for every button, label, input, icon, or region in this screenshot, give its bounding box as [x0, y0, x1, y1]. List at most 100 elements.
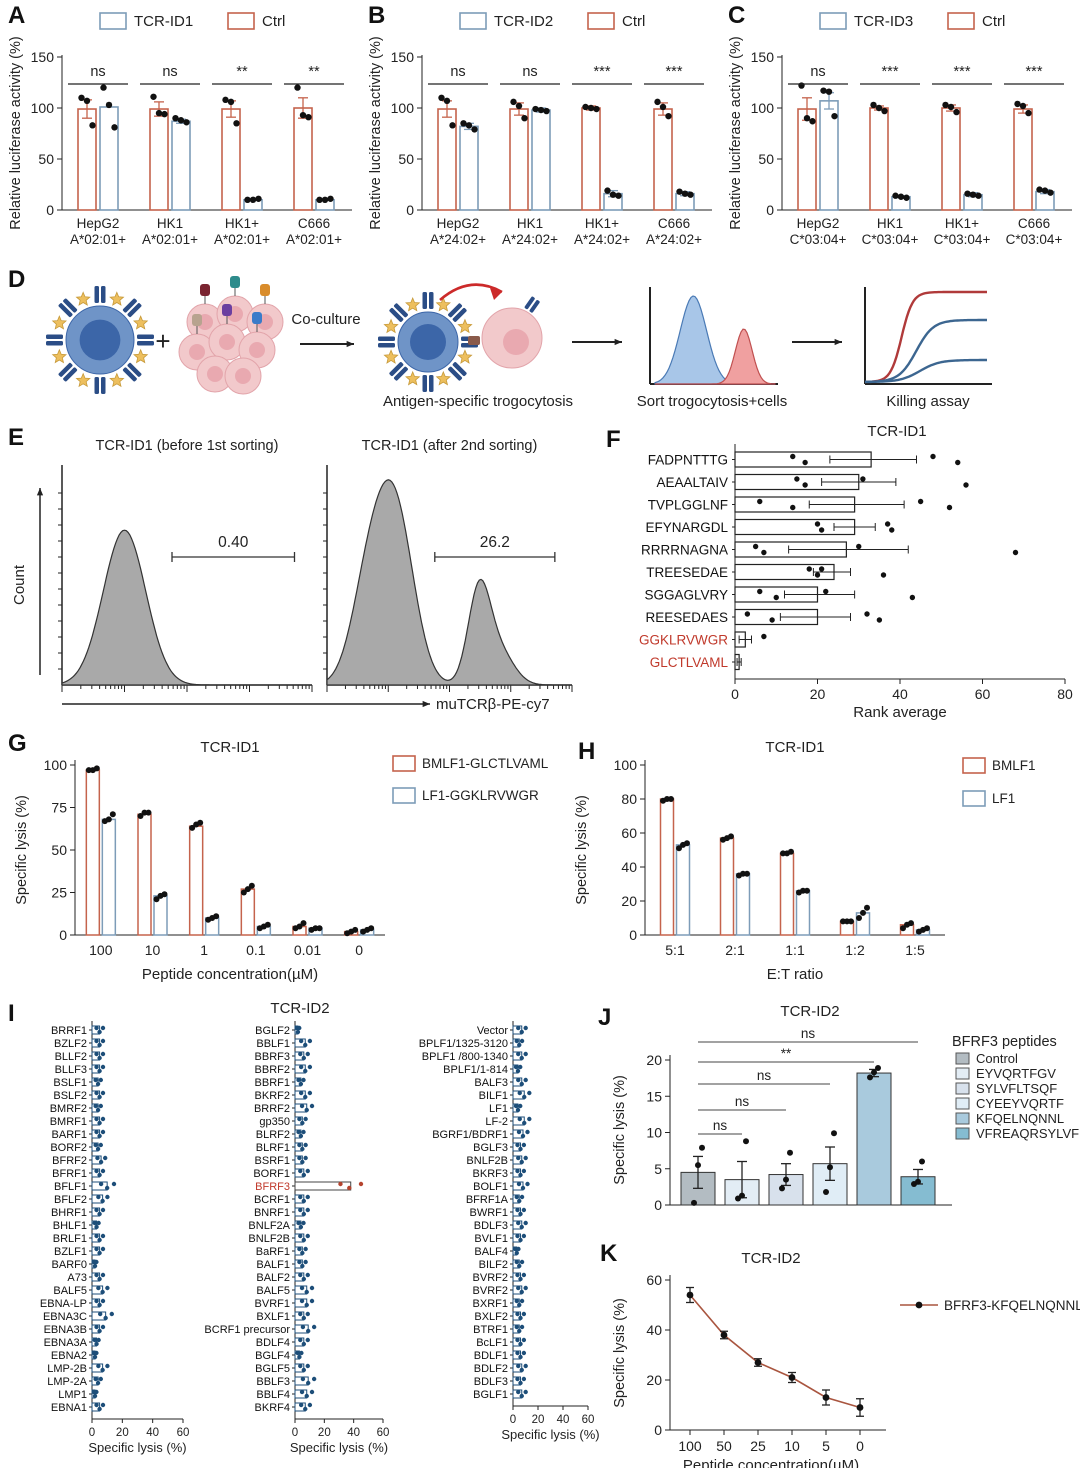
svg-text:BNLF2A: BNLF2A [248, 1220, 290, 1232]
svg-text:0: 0 [654, 1422, 662, 1438]
svg-text:Ctrl: Ctrl [262, 13, 285, 30]
svg-text:BGLF2: BGLF2 [255, 1025, 290, 1037]
svg-text:TCR-ID1: TCR-ID1 [765, 739, 824, 756]
svg-text:TCR-ID2: TCR-ID2 [741, 1250, 800, 1267]
svg-text:BARF1: BARF1 [52, 1129, 87, 1141]
panel-b-luciferase-chart: TCR-ID2 Ctrl 0 50 100 150 Relative luciferase … [360, 0, 720, 262]
svg-text:E:T ratio: E:T ratio [767, 966, 823, 983]
svg-text:BMRF1: BMRF1 [50, 1116, 87, 1128]
svg-text:BALF3: BALF3 [474, 1077, 508, 1089]
svg-text:HK1: HK1 [877, 216, 903, 231]
svg-text:BPLF1/1-814: BPLF1/1-814 [443, 1064, 508, 1076]
svg-text:BARF0: BARF0 [52, 1259, 87, 1271]
svg-text:C*03:04+: C*03:04+ [790, 232, 847, 247]
svg-text:BDLF4: BDLF4 [256, 1337, 290, 1349]
svg-text:BCRF1: BCRF1 [254, 1194, 290, 1206]
svg-text:HK1+: HK1+ [945, 216, 979, 231]
svg-text:150: 150 [751, 49, 775, 65]
svg-text:BHLF1: BHLF1 [53, 1220, 87, 1232]
svg-text:BMRF2: BMRF2 [50, 1103, 87, 1115]
svg-text:TCR-ID1: TCR-ID1 [867, 423, 926, 440]
svg-text:BGLF1: BGLF1 [473, 1389, 508, 1401]
svg-text:BFRF3-KFQELNQNNL: BFRF3-KFQELNQNNL [944, 1298, 1080, 1313]
svg-text:BKRF3: BKRF3 [473, 1168, 508, 1180]
svg-text:26.2: 26.2 [480, 534, 510, 551]
svg-text:BALF2: BALF2 [256, 1272, 290, 1284]
svg-text:RRRRNAGNA: RRRRNAGNA [641, 543, 728, 558]
svg-text:**: ** [236, 64, 248, 80]
svg-text:ns: ns [801, 1026, 816, 1041]
svg-text:25: 25 [51, 885, 67, 901]
svg-text:Specific lysis (%): Specific lysis (%) [501, 1427, 599, 1442]
svg-text:BLLF3: BLLF3 [55, 1064, 87, 1076]
svg-text:A*24:02+: A*24:02+ [502, 232, 558, 247]
svg-text:BKRF4: BKRF4 [255, 1402, 290, 1414]
svg-text:60: 60 [621, 825, 637, 841]
svg-text:BKRF2: BKRF2 [255, 1090, 290, 1102]
svg-text:Count: Count [11, 564, 28, 605]
svg-text:BMLF1-GLCTLVAML: BMLF1-GLCTLVAML [422, 756, 549, 771]
svg-text:LMP-2B: LMP-2B [47, 1363, 87, 1375]
svg-text:60: 60 [975, 686, 991, 702]
svg-text:0: 0 [510, 1414, 516, 1426]
svg-text:Sort trogocytosis+cells: Sort trogocytosis+cells [637, 393, 787, 410]
svg-text:A*02:01+: A*02:01+ [286, 232, 342, 247]
svg-text:HK1+: HK1+ [225, 216, 259, 231]
panel-i-column2-chart: 0 20 40 60 Specific lysis (%) BGLF2 BBLF1 BBRF3… [195, 1018, 395, 1468]
panel-e-flow-histograms: TCR-ID1 (before 1st sorting) 0.40 TCR-ID1 … [0, 420, 580, 720]
svg-text:ns: ns [735, 1094, 750, 1109]
svg-text:BVRF1: BVRF1 [255, 1298, 290, 1310]
svg-text:BRRF1: BRRF1 [51, 1025, 87, 1037]
svg-text:100: 100 [678, 1438, 702, 1454]
svg-text:ns: ns [162, 64, 177, 80]
svg-text:50: 50 [38, 151, 54, 167]
svg-text:BLRF1: BLRF1 [256, 1142, 290, 1154]
panel-h-letter: H [578, 738, 596, 765]
svg-text:KFQELNQNNL: KFQELNQNNL [976, 1111, 1064, 1126]
panel-k-letter: K [600, 1240, 618, 1267]
svg-text:EFYNARGDL: EFYNARGDL [645, 520, 728, 535]
svg-text:C666: C666 [1018, 216, 1050, 231]
svg-text:100: 100 [614, 757, 638, 773]
svg-text:Ctrl: Ctrl [982, 13, 1005, 30]
svg-text:ns: ns [450, 64, 465, 80]
svg-text:1:1: 1:1 [785, 942, 805, 958]
svg-text:Relative luciferase activity (: Relative luciferase activity (%) [728, 36, 744, 229]
svg-text:BFRF3 peptides: BFRF3 peptides [952, 1034, 1057, 1050]
svg-text:BBLF1: BBLF1 [256, 1038, 290, 1050]
svg-text:TCR-ID3: TCR-ID3 [854, 13, 913, 30]
svg-text:REESEDAES: REESEDAES [645, 610, 728, 625]
svg-text:5: 5 [654, 1161, 662, 1177]
svg-text:BALF4: BALF4 [474, 1246, 508, 1258]
svg-text:EBNA-LP: EBNA-LP [40, 1298, 87, 1310]
svg-text:C*03:04+: C*03:04+ [934, 232, 991, 247]
svg-text:ns: ns [810, 64, 825, 80]
svg-text:muTCRβ-PE-cy7: muTCRβ-PE-cy7 [436, 696, 550, 713]
svg-text:10: 10 [646, 1125, 662, 1141]
svg-text:A*24:02+: A*24:02+ [430, 232, 486, 247]
svg-text:HepG2: HepG2 [437, 216, 480, 231]
svg-text:BVRF2: BVRF2 [473, 1285, 508, 1297]
svg-text:0: 0 [856, 1438, 864, 1454]
svg-text:BILF2: BILF2 [479, 1259, 508, 1271]
svg-text:0: 0 [654, 1197, 662, 1213]
svg-text:HK1: HK1 [157, 216, 183, 231]
svg-text:BORF2: BORF2 [50, 1142, 87, 1154]
panel-c-luciferase-chart: TCR-ID3 Ctrl 0 50 100 150 Relative luciferase … [720, 0, 1080, 262]
svg-text:Relative luciferase activity (: Relative luciferase activity (%) [8, 36, 24, 229]
svg-text:20: 20 [810, 686, 826, 702]
svg-text:BNLF2B: BNLF2B [466, 1155, 508, 1167]
svg-text:10: 10 [145, 942, 161, 958]
svg-text:40: 40 [347, 1427, 360, 1439]
svg-text:BNLF2B: BNLF2B [248, 1233, 290, 1245]
svg-text:0: 0 [46, 202, 54, 218]
svg-text:0: 0 [59, 927, 67, 943]
svg-text:TCR-ID2: TCR-ID2 [494, 13, 553, 30]
svg-text:BALF5: BALF5 [256, 1285, 290, 1297]
svg-text:BGRF1/BDRF1: BGRF1/BDRF1 [432, 1129, 508, 1141]
svg-text:BBLF3: BBLF3 [256, 1376, 290, 1388]
chart-E-svg: TCR-ID1 (before 1st sorting) 0.40 TCR-ID1 … [11, 438, 573, 713]
svg-text:BBRF1: BBRF1 [255, 1077, 290, 1089]
